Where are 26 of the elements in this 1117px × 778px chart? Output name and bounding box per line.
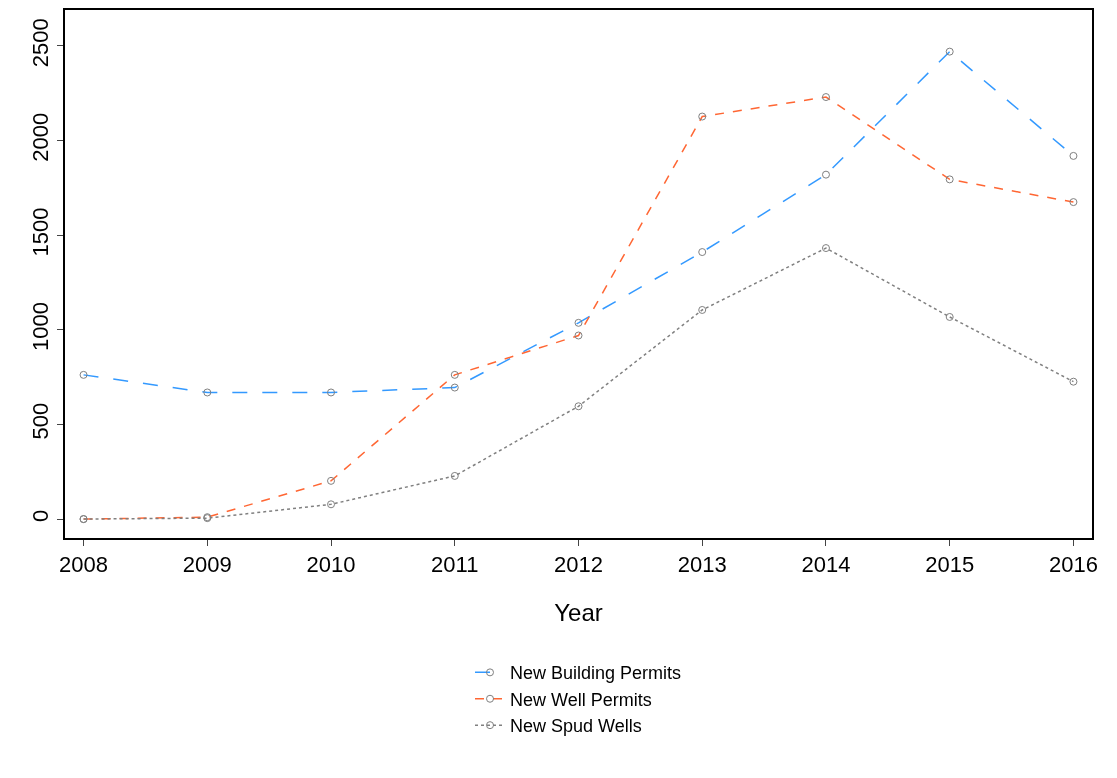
x-tick-label: 2013 [677,552,727,578]
legend-label: New Building Permits [510,663,682,684]
y-tick-label: 2500 [28,18,54,68]
y-tick-label: 0 [28,509,54,522]
point [450,471,459,480]
y-tick-label: 1500 [28,207,54,257]
point [1069,377,1078,386]
x-tick-label: 2011 [431,552,479,578]
x-tick-label: 2012 [554,552,603,578]
x-tick-label: 2015 [925,552,975,578]
x-tick-label: 2008 [59,552,109,578]
y-tick-label: 1000 [28,302,54,352]
point [574,402,583,411]
x-tick-label: 2009 [182,552,232,578]
x-tick-label: 2016 [1048,552,1098,578]
point [327,500,336,509]
y-tick-label: 2000 [28,112,54,162]
x-axis-title: Year [554,598,603,626]
legend-label: New Spud Wells [510,716,642,737]
point [698,305,707,314]
x-tick-label: 2014 [801,552,851,578]
x-tick-label: 2010 [306,552,356,578]
point [945,312,954,321]
legend-label: New Well Permits [510,689,652,710]
point [821,244,830,253]
y-tick-label: 500 [28,402,54,440]
